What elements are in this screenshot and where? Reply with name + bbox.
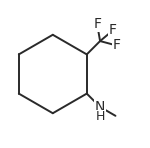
Text: H: H [95,111,105,123]
Text: F: F [112,38,121,53]
Text: F: F [109,23,117,37]
Text: F: F [93,17,101,31]
Text: N: N [95,100,105,114]
